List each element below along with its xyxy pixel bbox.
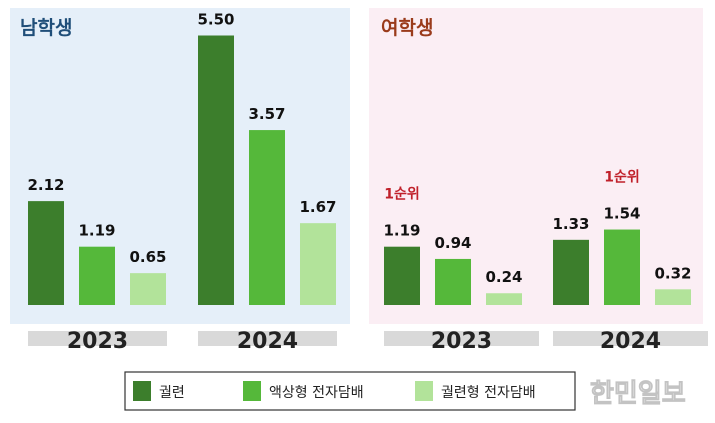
rank-annotation: 1순위 bbox=[384, 187, 420, 203]
bar-value-label: 1.19 bbox=[78, 222, 115, 240]
bar-1-1-1 bbox=[604, 229, 640, 305]
legend-label: 액상형 전자담배 bbox=[269, 385, 364, 401]
bar-value-label: 1.33 bbox=[552, 215, 589, 233]
bar-value-label: 2.12 bbox=[27, 176, 64, 194]
bar-value-label: 1.67 bbox=[299, 198, 336, 216]
year-label-bar bbox=[28, 331, 167, 346]
bar-0-0-1 bbox=[79, 246, 115, 305]
female-panel-title: 여학생 bbox=[381, 17, 433, 39]
year-tick-label: 2024 bbox=[237, 329, 298, 354]
legend-swatch-heated bbox=[415, 381, 433, 401]
bar-value-label: 0.65 bbox=[129, 248, 166, 266]
bar-0-1-2 bbox=[300, 223, 336, 305]
bar-1-1-0 bbox=[553, 239, 589, 305]
year-tick-label: 2023 bbox=[431, 329, 492, 354]
bar-value-label: 3.57 bbox=[248, 105, 285, 123]
bar-0-0-2 bbox=[130, 273, 166, 305]
legend-label: 궐련형 전자담배 bbox=[441, 385, 536, 401]
bar-0-1-1 bbox=[249, 130, 285, 305]
male-panel-title: 남학생 bbox=[20, 17, 72, 39]
legend-box bbox=[124, 371, 576, 411]
watermark: 한민일보 bbox=[590, 379, 686, 409]
year-tick-label: 2023 bbox=[67, 329, 128, 354]
legend-label: 궐련 bbox=[159, 385, 185, 401]
year-tick-label: 2024 bbox=[600, 329, 661, 354]
legend-swatch-liquid bbox=[243, 381, 261, 401]
year-label-bar bbox=[553, 331, 708, 346]
legend: 궐련 액상형 전자담배 궐련형 전자담배 bbox=[133, 381, 536, 401]
bar-0-0-0 bbox=[28, 201, 64, 305]
bar-1-0-2 bbox=[486, 293, 522, 305]
bar-marks: 2.12 1.19 0.65 2023 5.50 3.57 1.67 2024 1.19 1순위 0… bbox=[27, 11, 708, 354]
year-label-bar bbox=[384, 331, 539, 346]
legend-swatch-cigarette bbox=[133, 381, 151, 401]
bar-value-label: 1.19 bbox=[383, 222, 420, 240]
bar-value-label: 0.24 bbox=[485, 268, 522, 286]
bar-value-label: 0.32 bbox=[654, 264, 691, 282]
male-panel-background bbox=[10, 8, 350, 324]
bar-1-0-0 bbox=[384, 246, 420, 305]
bar-1-0-1 bbox=[435, 258, 471, 305]
year-label-bar bbox=[198, 331, 337, 346]
bar-value-label: 5.50 bbox=[197, 11, 234, 29]
bar-1-1-2 bbox=[655, 289, 691, 305]
rank-annotation: 1순위 bbox=[604, 170, 640, 186]
bar-value-label: 1.54 bbox=[603, 205, 640, 223]
bar-0-1-0 bbox=[198, 35, 234, 305]
female-panel-background bbox=[369, 8, 703, 324]
bar-value-label: 0.94 bbox=[434, 234, 471, 252]
